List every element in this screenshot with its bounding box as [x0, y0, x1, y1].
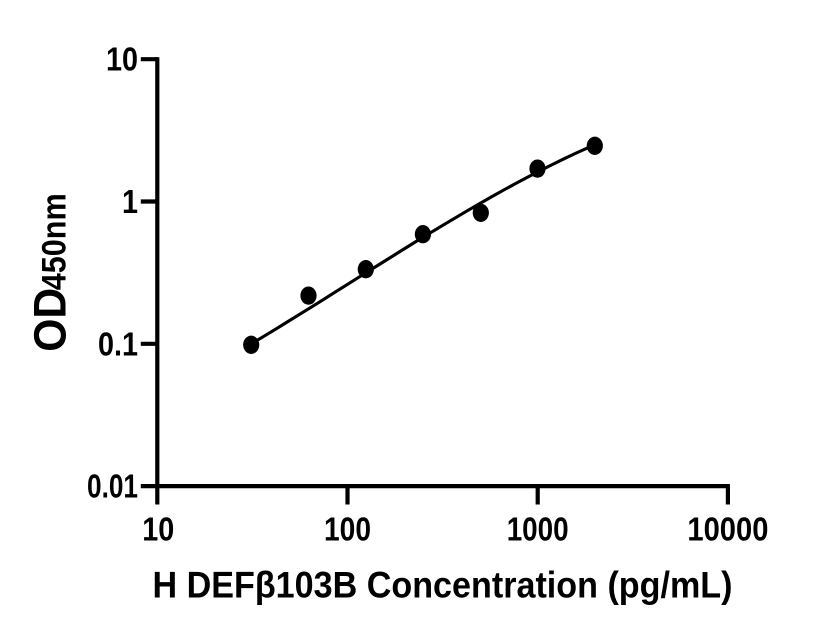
svg-text:10: 10: [142, 510, 174, 547]
svg-text:0.1: 0.1: [98, 325, 138, 362]
svg-text:1000: 1000: [507, 510, 569, 547]
svg-text:10000: 10000: [687, 510, 768, 547]
svg-text:0.01: 0.01: [87, 468, 138, 505]
svg-text:450nm: 450nm: [35, 193, 73, 290]
svg-text:1: 1: [122, 183, 138, 220]
svg-text:H DEFβ103B Concentration (pg/m: H DEFβ103B Concentration (pg/mL): [153, 565, 733, 606]
svg-text:OD: OD: [24, 288, 75, 352]
svg-text:10: 10: [106, 41, 138, 78]
svg-text:100: 100: [324, 510, 371, 547]
